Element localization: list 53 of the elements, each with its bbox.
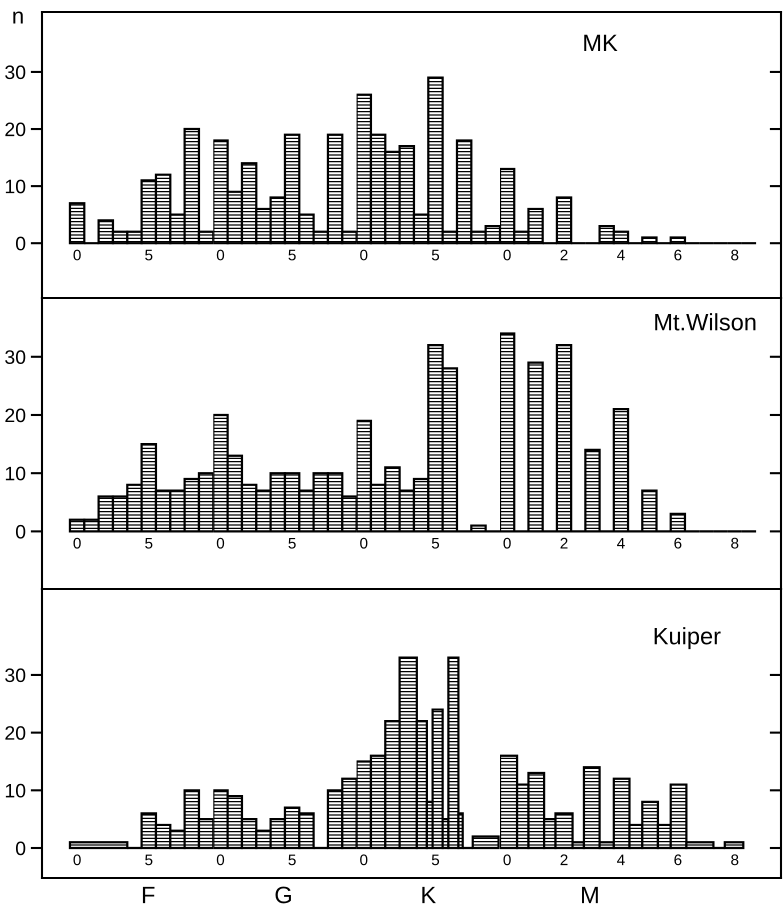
- x-tick-label: 5: [288, 250, 296, 260]
- x-tick-label: 0: [360, 854, 368, 866]
- y-tick-label: 20: [5, 408, 26, 422]
- y-tick-label: 0: [16, 841, 26, 856]
- x-tick-label: 0: [503, 538, 511, 549]
- x-tick-label: 0: [216, 538, 224, 549]
- x-tick-label: 8: [731, 854, 738, 866]
- x-tick-label: 4: [617, 854, 625, 866]
- y-tick-label: 30: [5, 350, 26, 364]
- y-tick-label: 0: [16, 524, 26, 539]
- y-tick-label: 0: [16, 236, 26, 250]
- x-axis-title: G: [276, 886, 291, 904]
- y-tick-label: 30: [5, 668, 26, 682]
- x-tick-label: 0: [73, 538, 81, 549]
- y-tick-label: 10: [6, 466, 26, 480]
- text: MK: [584, 34, 618, 51]
- x-tick-label: 0: [360, 250, 368, 260]
- x-tick-label: 5: [288, 538, 296, 549]
- x-tick-label: 0: [73, 250, 81, 260]
- x-tick-label: 2: [560, 854, 568, 866]
- x-tick-label: 5: [432, 538, 440, 549]
- text: Kuiper: [654, 627, 721, 650]
- x-tick-label: 2: [560, 250, 568, 260]
- x-tick-label: 0: [360, 538, 368, 549]
- x-tick-label: 4: [617, 538, 625, 548]
- x-tick-label: 5: [145, 538, 152, 549]
- y-tick-label: 10: [6, 784, 26, 798]
- y-axis-title: n: [13, 12, 23, 24]
- x-tick-label: 8: [731, 538, 738, 549]
- x-tick-label: 5: [145, 250, 152, 260]
- y-tick-label: 20: [5, 726, 26, 740]
- x-tick-label: 6: [674, 250, 682, 260]
- x-tick-label: 5: [145, 854, 152, 866]
- x-tick-label: 0: [216, 854, 224, 866]
- x-axis-title: F: [142, 886, 154, 904]
- y-tick-label: 30: [5, 65, 26, 80]
- x-axis-title: M: [582, 886, 598, 904]
- x-tick-label: 5: [288, 854, 296, 866]
- x-tick-label: 5: [432, 854, 440, 866]
- x-tick-label: 6: [674, 854, 682, 866]
- y-tick-label: 10: [6, 180, 26, 194]
- x-tick-label: 0: [73, 854, 81, 866]
- x-tick-label: 6: [674, 538, 682, 549]
- x-axis-title: K: [422, 886, 436, 904]
- x-tick-label: 8: [731, 250, 738, 260]
- x-tick-label: 0: [503, 854, 511, 866]
- x-tick-label: 5: [432, 250, 440, 260]
- x-tick-label: 0: [503, 250, 511, 260]
- text: Mt.Wilson: [655, 313, 756, 331]
- x-tick-label: 0: [216, 250, 224, 260]
- y-tick-label: 20: [5, 122, 26, 136]
- x-tick-label: 2: [560, 538, 568, 548]
- x-tick-label: 4: [617, 250, 625, 260]
